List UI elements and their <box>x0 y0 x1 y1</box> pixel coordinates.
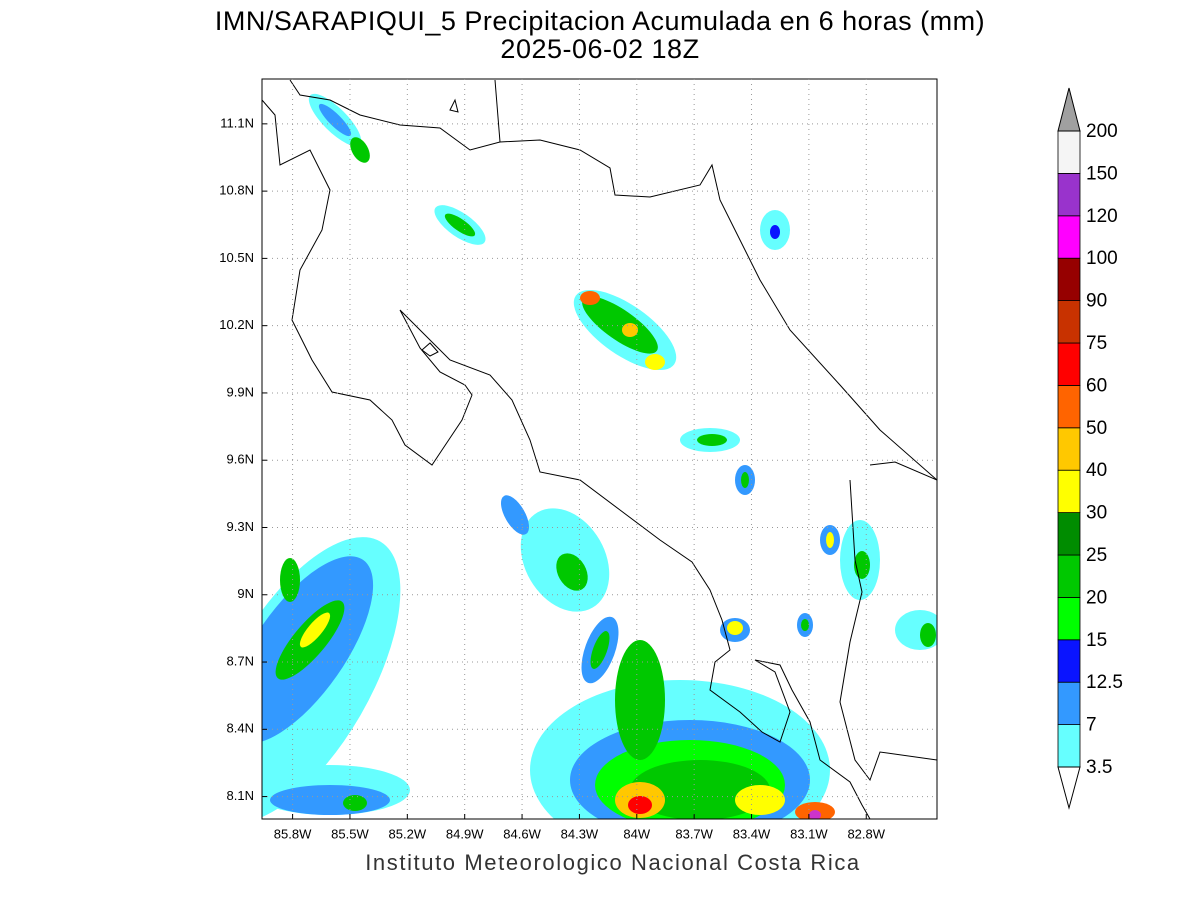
lat-tick-label: 10.2N <box>219 317 254 332</box>
lat-tick-label: 10.8N <box>219 183 254 198</box>
coastlines <box>262 79 937 819</box>
colorbar-segment <box>1057 172 1081 217</box>
lat-tick-label: 8.1N <box>227 788 254 803</box>
colorbar-label: 75 <box>1086 333 1107 354</box>
colorbar-label: 200 <box>1086 121 1118 142</box>
colorbar-label: 50 <box>1086 418 1107 439</box>
map-frame <box>261 78 938 820</box>
lon-tick-label: 85.5W <box>331 826 369 841</box>
colorbar-label: 30 <box>1086 503 1107 524</box>
subtitle: 2025-06-02 18Z <box>500 34 699 64</box>
lon-tick-label: 84W <box>623 826 650 841</box>
colorbar-segment <box>1057 554 1081 598</box>
colorbar-segment <box>1057 724 1081 768</box>
colorbar-label: 7 <box>1086 715 1097 736</box>
colorbar-label: 150 <box>1086 163 1118 184</box>
colorbar-label: 3.5 <box>1086 757 1112 778</box>
title: IMN/SARAPIQUI_5 Precipitacion Acumulada … <box>215 6 985 36</box>
lat-tick-label: 8.4N <box>227 721 254 736</box>
lon-tick-label: 85.2W <box>389 826 427 841</box>
colorbar-segment <box>1057 469 1081 514</box>
footer: Instituto Meteorologico Nacional Costa R… <box>365 850 861 875</box>
lon-tick-label: 84.3W <box>561 826 599 841</box>
lon-tick-label: 84.9W <box>446 826 484 841</box>
colorbar-segment <box>1057 342 1081 386</box>
colorbar-segment <box>1057 300 1081 344</box>
lon-tick-label: 83.7W <box>675 826 713 841</box>
lon-tick-label: 82.8W <box>847 826 885 841</box>
lat-tick-label: 9.9N <box>227 384 254 399</box>
colorbar-label: 120 <box>1086 206 1118 227</box>
colorbar-segment <box>1057 597 1081 641</box>
lat-tick-label: 10.5N <box>219 250 254 265</box>
colorbar-label: 60 <box>1086 375 1107 396</box>
colorbar-segment <box>1057 681 1081 726</box>
colorbar-label: 15 <box>1086 630 1107 651</box>
colorbar-segment <box>1057 257 1081 302</box>
lon-tick-label: 83.1W <box>790 826 828 841</box>
colorbar-segment <box>1057 639 1081 683</box>
colorbar-label: 100 <box>1086 248 1118 269</box>
lat-tick-label: 8.7N <box>227 653 254 668</box>
colorbar-under <box>1057 766 1081 810</box>
colorbar-label: 12.5 <box>1086 672 1123 693</box>
colorbar-label: 90 <box>1086 291 1107 312</box>
lat-tick-label: 9.6N <box>227 452 254 467</box>
colorbar-segment <box>1057 215 1081 259</box>
colorbar-segment <box>1057 384 1081 429</box>
lon-tick-label: 83.4W <box>733 826 771 841</box>
precipitation-field <box>262 93 937 819</box>
colorbar-segment <box>1057 427 1081 471</box>
lat-tick-label: 9N <box>237 586 254 601</box>
lat-tick-label: 9.3N <box>227 519 254 534</box>
lat-tick-label: 11.1N <box>220 115 254 130</box>
lon-tick-label: 84.6W <box>503 826 541 841</box>
colorbar-segment <box>1057 130 1081 174</box>
colorbar-segment <box>1057 512 1081 556</box>
colorbar-label: 25 <box>1086 545 1107 566</box>
lon-tick-label: 85.8W <box>274 826 312 841</box>
colorbar-over <box>1057 87 1081 132</box>
colorbar-label: 40 <box>1086 460 1107 481</box>
colorbar-label: 20 <box>1086 587 1107 608</box>
